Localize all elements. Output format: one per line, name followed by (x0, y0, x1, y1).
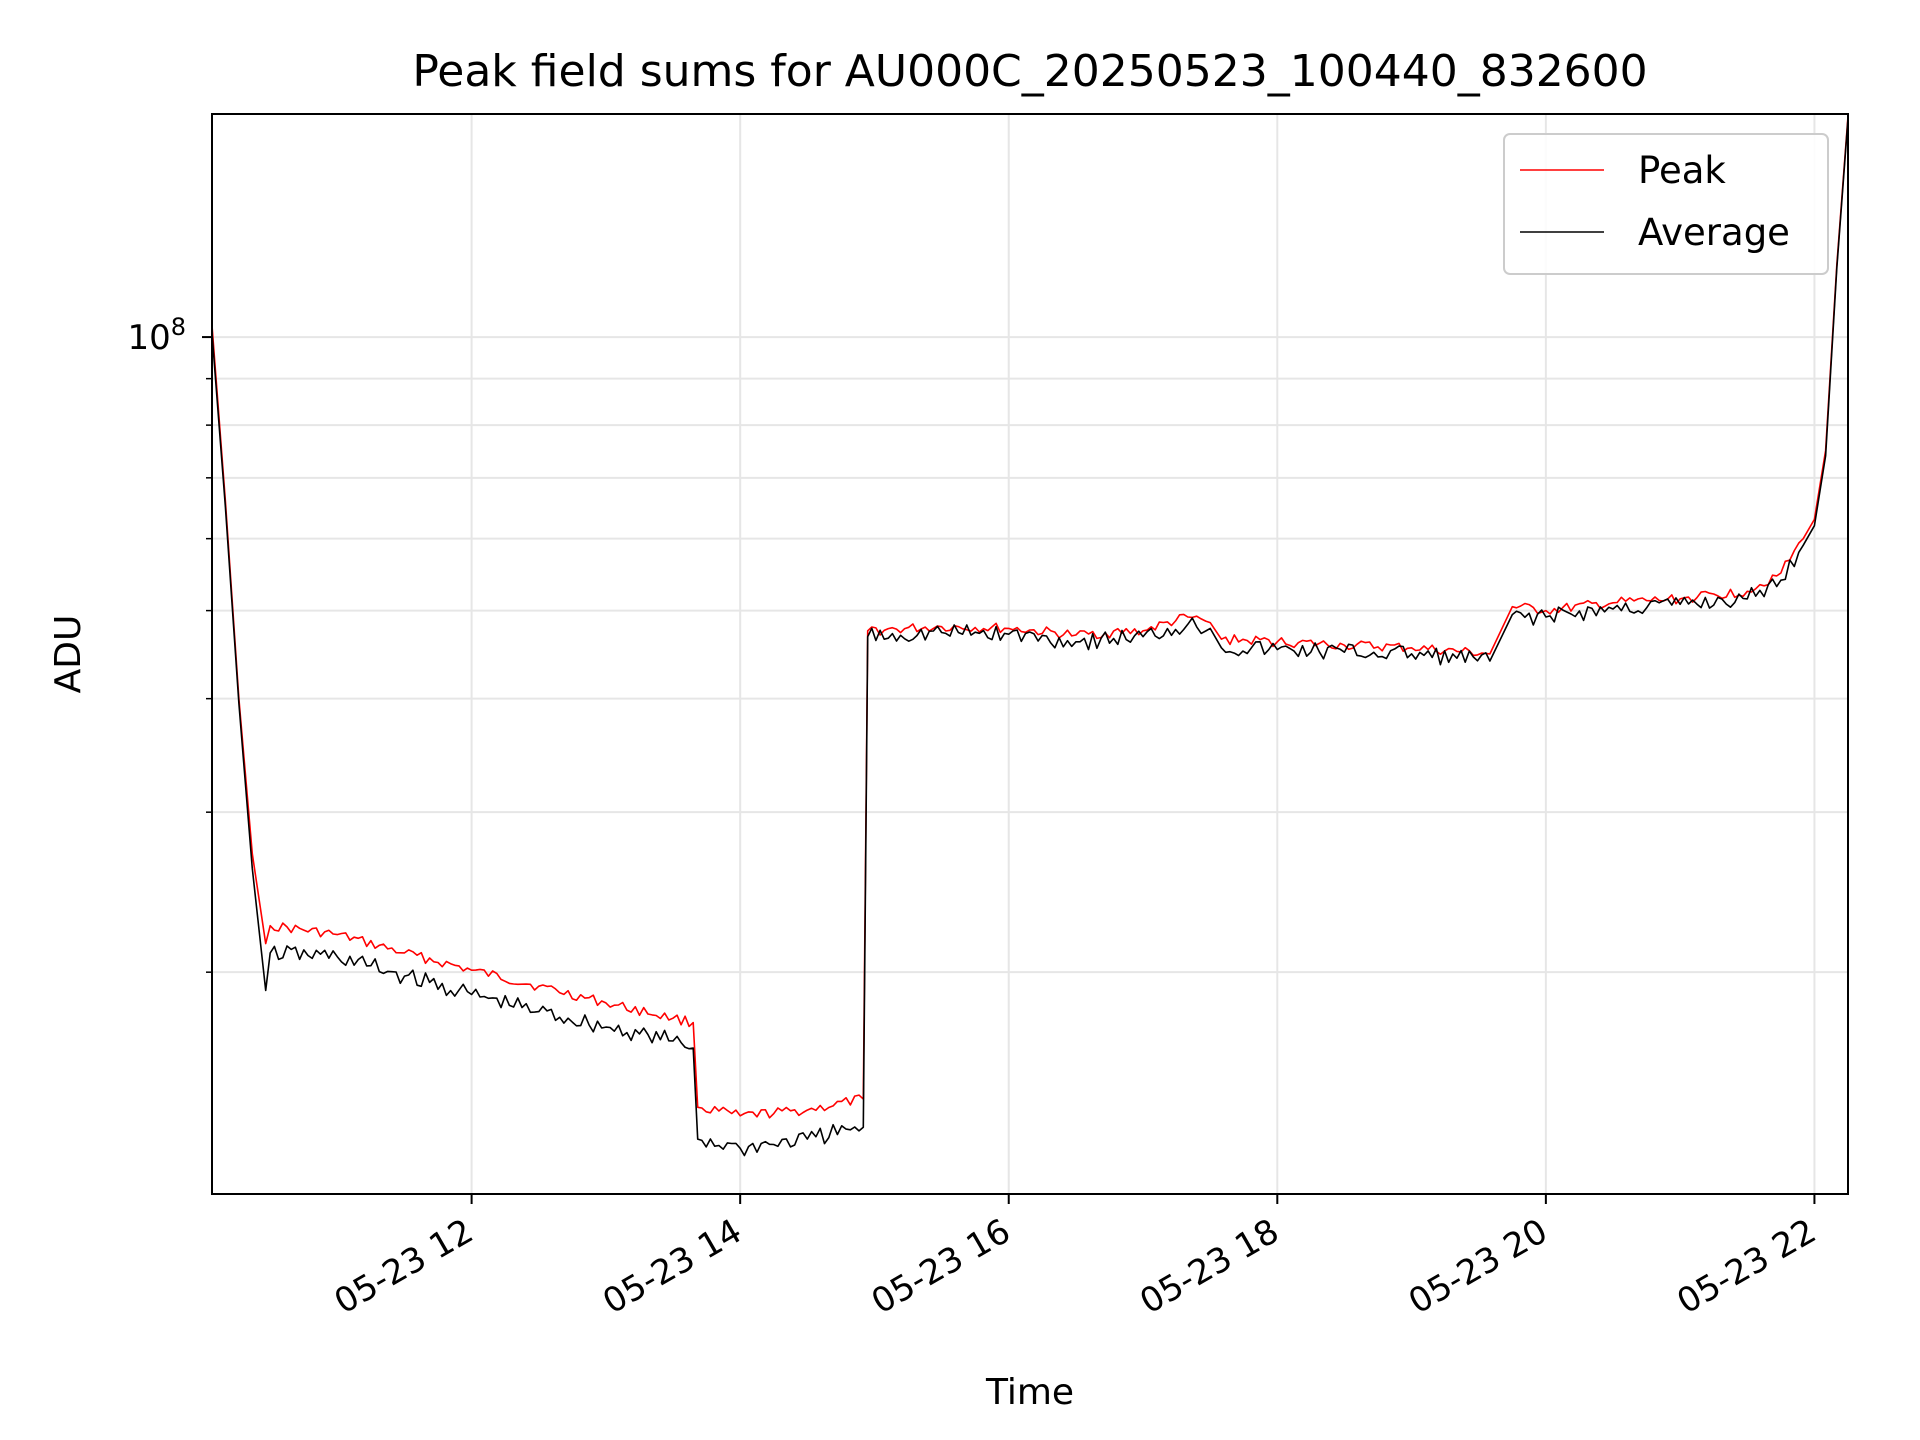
y-tick-label-base: 10 (127, 318, 170, 358)
plot-frame (211, 113, 1849, 1195)
series-lines (211, 116, 1849, 1157)
legend-box (1503, 133, 1829, 275)
legend: Peak Average (1503, 133, 1829, 275)
y-axis: 108 (127, 313, 212, 973)
y-axis-label: ADU (48, 615, 89, 694)
legend-average-label: Average (1638, 211, 1790, 254)
chart-title: Peak field sums for AU000C_20250523_1004… (412, 46, 1647, 97)
y-tick-label: 108 (127, 313, 186, 358)
grid-lines (212, 114, 1848, 1194)
x-axis-label: Time (985, 1372, 1074, 1413)
legend-peak-label: Peak (1638, 149, 1726, 192)
y-tick-label-exponent: 8 (171, 313, 186, 341)
series-line-average (211, 118, 1849, 1157)
